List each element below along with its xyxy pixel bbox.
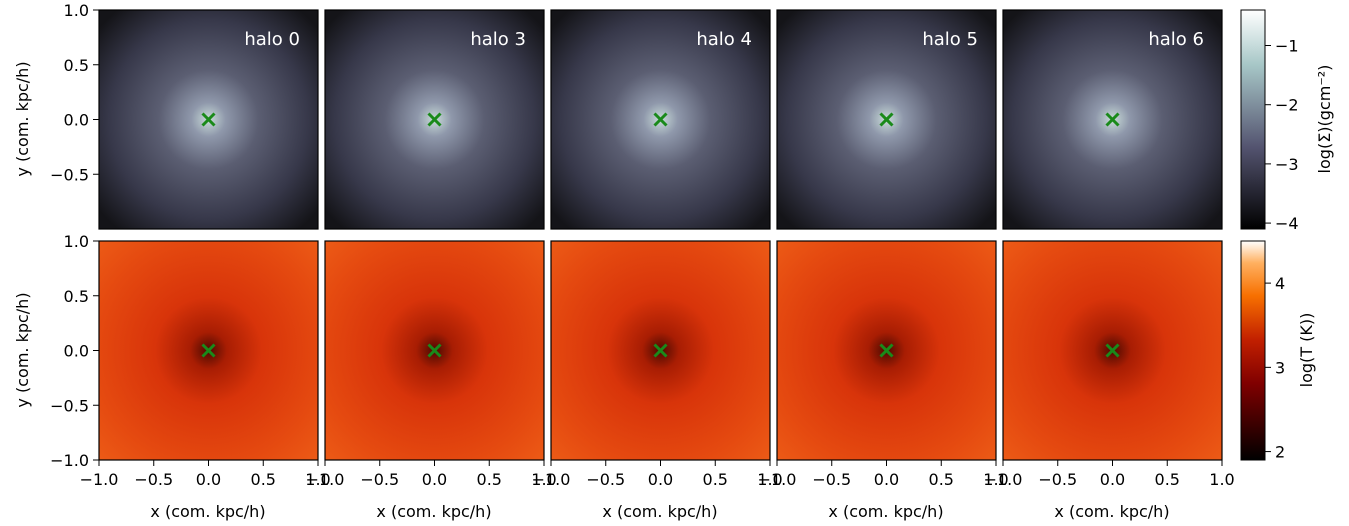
x-axis-label-1: x (com. kpc/h): [150, 502, 265, 521]
x-tick-label: 0.5: [477, 470, 502, 489]
x-tick-label: −0.5: [134, 470, 173, 489]
panel-label: halo 5: [922, 29, 978, 50]
halo-center-marker: [427, 343, 442, 358]
y-tick-label: −0.5: [50, 396, 89, 415]
x-axis-label-3: x (com. kpc/h): [602, 502, 717, 521]
x-tick-label: 1.0: [1209, 470, 1234, 489]
halo-center-marker: [1105, 112, 1120, 127]
y-tick-label: −0.5: [50, 165, 89, 184]
x-tick-label: 0.5: [251, 470, 276, 489]
halo-center-marker: [201, 112, 216, 127]
x-tick-label: −0.5: [586, 470, 625, 489]
x-axis-label-4: x (com. kpc/h): [828, 502, 943, 521]
halo-center-marker: [653, 343, 668, 358]
x-tick-label: 1.0: [757, 470, 782, 489]
halo-center-marker: [201, 343, 216, 358]
y-tick-label: 1.0: [64, 1, 89, 20]
y-axis-label-top: y (com. kpc/h): [13, 61, 32, 176]
axis-ticks: [93, 9, 1271, 466]
y-tick-label: 1.0: [64, 232, 89, 251]
y-tick-label: 0.0: [64, 111, 89, 130]
x-tick-label: 0.5: [703, 470, 728, 489]
temperature-colorbar-label: log(T (K)): [1297, 313, 1316, 388]
x-tick-label: −0.5: [1038, 470, 1077, 489]
x-tick-label: 1.0: [983, 470, 1008, 489]
x-tick-label: 0.0: [874, 470, 899, 489]
colorbar-tick-label: 4: [1275, 274, 1285, 293]
halo-center-marker: [879, 343, 894, 358]
density-panel-halo-4: halo 4: [551, 10, 770, 229]
temperature-colorbar: log(T (K)): [1240, 240, 1316, 461]
colorbar-tick-label: −1: [1275, 37, 1299, 56]
x-tick-label: 1.0: [305, 470, 330, 489]
panel-label: halo 4: [696, 29, 752, 50]
x-tick-label: −1.0: [758, 470, 797, 489]
colorbar-tick-label: −3: [1275, 155, 1299, 174]
x-tick-label: −0.5: [360, 470, 399, 489]
panel-label: halo 3: [470, 29, 526, 50]
y-tick-label: 0.0: [64, 342, 89, 361]
x-tick-label: −1.0: [80, 470, 119, 489]
x-tick-label: −1.0: [984, 470, 1023, 489]
colorbar-tick-label: 2: [1275, 443, 1285, 462]
colorbar-tick-label: −4: [1275, 214, 1299, 233]
y-tick-label: −1.0: [50, 451, 89, 470]
halo-center-marker: [427, 112, 442, 127]
panel-label: halo 6: [1148, 29, 1204, 50]
x-tick-label: 0.5: [1155, 470, 1180, 489]
x-tick-label: −1.0: [532, 470, 571, 489]
y-tick-label: 0.5: [64, 287, 89, 306]
halo-center-markers: [201, 112, 1120, 358]
halo-center-marker: [653, 112, 668, 127]
halo-center-marker: [1105, 343, 1120, 358]
y-axis-label-bottom: y (com. kpc/h): [13, 292, 32, 407]
density-colorbar: log(Σ)(gcm⁻²): [1240, 9, 1334, 230]
x-axis-label-5: x (com. kpc/h): [1054, 502, 1169, 521]
y-tick-label: 0.5: [64, 56, 89, 75]
halo-center-marker: [879, 112, 894, 127]
density-colorbar-label: log(Σ)(gcm⁻²): [1315, 65, 1334, 174]
x-tick-label: −0.5: [812, 470, 851, 489]
x-axis-label-2: x (com. kpc/h): [376, 502, 491, 521]
temperature-row: [99, 241, 1222, 460]
x-tick-label: 1.0: [531, 470, 556, 489]
temperature-colorbar-gradient: [1240, 240, 1266, 461]
density-colorbar-gradient: [1240, 9, 1266, 230]
x-tick-label: −1.0: [306, 470, 345, 489]
panel-label: halo 0: [244, 29, 300, 50]
x-tick-label: 0.0: [1100, 470, 1125, 489]
colorbar-tick-label: 3: [1275, 358, 1285, 377]
x-tick-label: 0.0: [648, 470, 673, 489]
x-tick-label: 0.0: [196, 470, 221, 489]
x-tick-label: 0.5: [929, 470, 954, 489]
x-tick-label: 0.0: [422, 470, 447, 489]
axis-tick-labels: 1.00.50.0−0.51.00.50.0−0.5−1.0−1.0 −0.5 0.…: [50, 1, 1298, 489]
colorbar-tick-label: −2: [1275, 96, 1299, 115]
